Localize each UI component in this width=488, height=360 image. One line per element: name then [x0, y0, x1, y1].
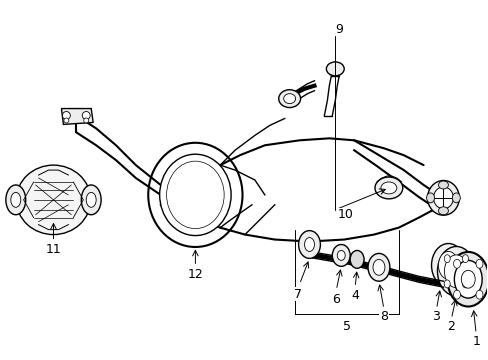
Ellipse shape [438, 251, 457, 279]
Ellipse shape [81, 185, 101, 215]
Ellipse shape [372, 260, 384, 275]
Ellipse shape [298, 231, 320, 258]
Ellipse shape [160, 154, 231, 235]
Ellipse shape [62, 112, 70, 120]
Ellipse shape [460, 270, 474, 288]
Ellipse shape [475, 259, 482, 268]
Text: 7: 7 [293, 288, 301, 301]
Ellipse shape [453, 259, 460, 268]
Ellipse shape [283, 94, 295, 104]
Ellipse shape [349, 251, 364, 268]
Ellipse shape [166, 161, 224, 229]
Ellipse shape [443, 255, 449, 263]
Ellipse shape [83, 118, 88, 123]
Ellipse shape [427, 180, 458, 215]
Ellipse shape [444, 255, 468, 288]
Ellipse shape [16, 165, 90, 235]
Ellipse shape [82, 112, 90, 120]
Ellipse shape [462, 280, 468, 288]
Text: 6: 6 [332, 293, 340, 306]
Polygon shape [61, 109, 93, 125]
Ellipse shape [453, 290, 460, 299]
Ellipse shape [438, 181, 447, 189]
Text: 5: 5 [343, 320, 350, 333]
Ellipse shape [453, 260, 481, 298]
Ellipse shape [64, 118, 69, 123]
Ellipse shape [86, 192, 96, 207]
Ellipse shape [6, 185, 26, 215]
Ellipse shape [11, 192, 20, 207]
Ellipse shape [380, 182, 396, 194]
Ellipse shape [426, 193, 434, 203]
Text: 10: 10 [337, 208, 352, 221]
Text: 11: 11 [45, 243, 61, 256]
Text: 3: 3 [432, 310, 440, 323]
Ellipse shape [447, 252, 488, 306]
Ellipse shape [475, 290, 482, 299]
Ellipse shape [325, 62, 344, 76]
Text: 1: 1 [471, 335, 479, 348]
Ellipse shape [462, 255, 468, 263]
Ellipse shape [451, 193, 459, 203]
Ellipse shape [148, 143, 242, 247]
Ellipse shape [367, 253, 389, 281]
Ellipse shape [278, 90, 300, 108]
Text: 2: 2 [447, 320, 454, 333]
Ellipse shape [431, 243, 464, 287]
Ellipse shape [304, 238, 314, 251]
Ellipse shape [337, 251, 345, 260]
Text: 4: 4 [350, 289, 358, 302]
Ellipse shape [374, 177, 402, 199]
Ellipse shape [332, 244, 349, 266]
Text: 9: 9 [335, 23, 343, 36]
Ellipse shape [433, 187, 452, 209]
Text: 12: 12 [187, 268, 203, 281]
Ellipse shape [437, 247, 474, 296]
Text: 8: 8 [379, 310, 387, 323]
Ellipse shape [438, 207, 447, 215]
Ellipse shape [443, 280, 449, 288]
